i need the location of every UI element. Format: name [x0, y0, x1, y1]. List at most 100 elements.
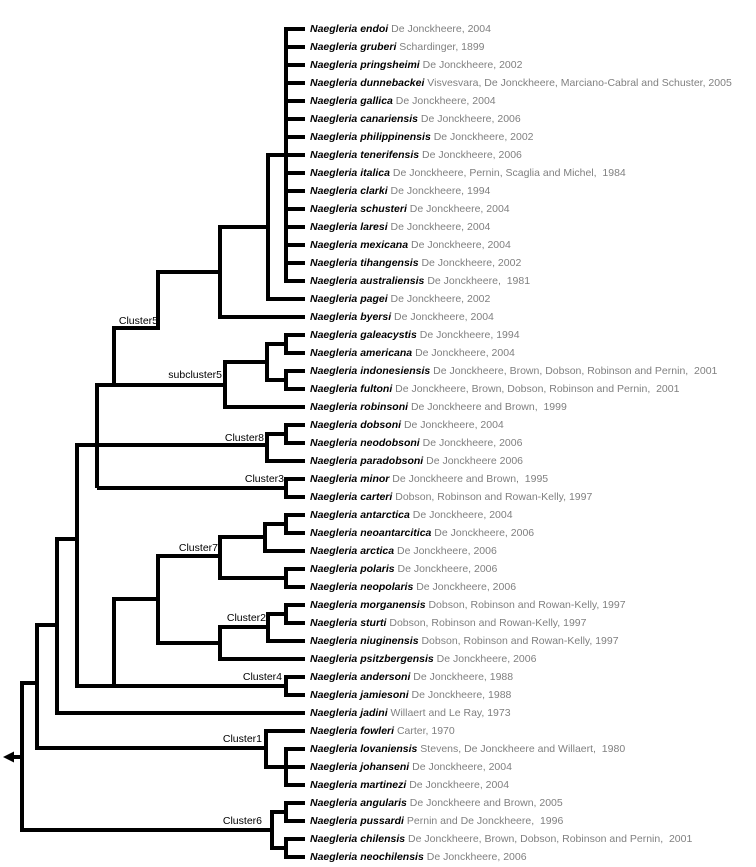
- taxon-authority: De Jonckheere, 1994: [387, 185, 491, 197]
- taxon-label: Naegleria pussardi Pernin and De Jonckhe…: [310, 814, 563, 828]
- taxon-label: Naegleria italica De Jonckheere, Pernin,…: [310, 166, 626, 180]
- taxon-label: Naegleria niuginensis Dobson, Robinson a…: [310, 634, 619, 648]
- tree-node-vertical-cluster5-upper: [156, 270, 160, 330]
- tip-branch-36: [220, 657, 305, 661]
- taxon-authority: De Jonckheere, 2002: [418, 257, 522, 269]
- taxon-species-name: Naegleria galeacystis: [310, 329, 417, 341]
- tree-branch-node-c2p: [158, 641, 222, 645]
- tip-branch-19: [286, 351, 305, 355]
- tree-branch-cluster3: [97, 486, 288, 490]
- tip-branch-6: [286, 117, 305, 121]
- taxon-authority: De Jonckheere, 2004: [387, 221, 491, 233]
- tree-branch-cluster2: [220, 625, 270, 629]
- tree-branch-node-byersi: [158, 270, 222, 274]
- cluster-label-cluster1: Cluster1: [222, 733, 262, 745]
- taxon-species-name: Naegleria mexicana: [310, 239, 409, 251]
- taxon-label: Naegleria minor De Jonckheere and Brown,…: [310, 472, 548, 486]
- taxon-label: Naegleria morganensis Dobson, Robinson a…: [310, 598, 626, 612]
- tree-branch-trifurcation-a: [77, 443, 99, 447]
- tree-branch-pair-pol-neopol: [220, 576, 288, 580]
- taxon-label: Naegleria dunnebackei Visvesvara, De Jon…: [310, 76, 732, 90]
- taxon-species-name: Naegleria martinezi: [310, 779, 407, 791]
- taxon-species-name: Naegleria tenerifensis: [310, 149, 420, 161]
- taxon-authority: Pernin and De Jonckheere, 1996: [403, 815, 564, 827]
- taxon-authority: Dobson, Robinson and Rowan-Kelly, 1997: [386, 617, 587, 629]
- taxon-label: Naegleria neochilensis De Jonckheere, 20…: [310, 850, 527, 864]
- taxon-label: Naegleria canariensis De Jonckheere, 200…: [310, 112, 521, 126]
- taxon-label: Naegleria gallica De Jonckheere, 2004: [310, 94, 496, 108]
- taxon-species-name: Naegleria neoantarcitica: [310, 527, 432, 539]
- taxon-authority: De Jonckheere, 2006: [394, 545, 497, 557]
- taxon-species-name: Naegleria laresi: [310, 221, 388, 233]
- tree-branch-node-e: [225, 360, 269, 364]
- taxon-label: Naegleria dobsoni De Jonckheere, 2004: [310, 418, 504, 432]
- tree-branch-cluster8: [97, 443, 269, 447]
- root-arrow-icon: [3, 751, 14, 763]
- tree-branch-node-vc: [37, 623, 59, 627]
- taxon-authority: De Jonckheere, 1988: [408, 689, 512, 701]
- tip-branch-41: [286, 747, 305, 751]
- tip-branch-33: [286, 603, 305, 607]
- taxon-authority: De Jonckheere, 2006: [417, 113, 521, 125]
- taxon-label: Naegleria jamiesoni De Jonckheere, 1988: [310, 688, 511, 702]
- taxon-species-name: Naegleria pagei: [310, 293, 388, 305]
- tip-branch-8: [286, 153, 305, 157]
- taxon-species-name: Naegleria angularis: [310, 797, 407, 809]
- tree-branch-node-v7: [114, 597, 160, 601]
- taxon-label: Naegleria andersoni De Jonckheere, 1988: [310, 670, 513, 684]
- taxon-species-name: Naegleria neochilensis: [310, 851, 424, 863]
- tree-branch-root: [13, 755, 24, 759]
- tip-branch-3: [286, 63, 305, 67]
- tip-branch-38: [286, 693, 305, 697]
- tip-branch-10: [286, 189, 305, 193]
- tree-branch-node-vb: [57, 537, 79, 541]
- taxon-species-name: Naegleria gruberi: [310, 41, 397, 53]
- taxon-species-name: Naegleria robinsoni: [310, 401, 409, 413]
- taxon-authority: De Jonckheere, 2006: [431, 527, 535, 539]
- tip-branch-27: [286, 495, 305, 499]
- tip-branch-34: [286, 621, 305, 625]
- tree-branch-subcluster5: [97, 383, 227, 387]
- taxon-label: Naegleria martinezi De Jonckheere, 2004: [310, 778, 509, 792]
- tip-branch-12: [286, 225, 305, 229]
- tree-branch-cluster7: [158, 554, 222, 558]
- tip-branch-25: [267, 459, 305, 463]
- taxon-species-name: Naegleria dobsoni: [310, 419, 402, 431]
- tree-node-vertical-node-ve: [35, 623, 39, 750]
- taxon-species-name: Naegleria psitzbergensis: [310, 653, 434, 665]
- taxon-authority: De Jonckheere, 2006: [413, 581, 517, 593]
- taxon-authority: De Jonckheere, 2004: [409, 761, 512, 773]
- taxon-species-name: Naegleria gallica: [310, 95, 393, 107]
- taxon-species-name: Naegleria andersoni: [310, 671, 411, 683]
- taxon-species-name: Naegleria polaris: [310, 563, 395, 575]
- tip-branch-9: [286, 171, 305, 175]
- tip-branch-45: [286, 819, 305, 823]
- taxon-authority: De Jonckheere, 2006: [419, 149, 522, 161]
- taxon-species-name: Naegleria antarctica: [310, 509, 410, 521]
- cluster-label-cluster3: Cluster3: [244, 473, 284, 485]
- tip-branch-30: [265, 549, 305, 553]
- tree-branch-pair-indo-fult: [267, 378, 288, 382]
- taxon-species-name: Naegleria lovaniensis: [310, 743, 418, 755]
- taxon-label: Naegleria indonesiensis De Jonckheere, B…: [310, 364, 717, 378]
- taxon-authority: De Jonckheere, 2004: [392, 95, 496, 107]
- taxon-label: Naegleria schusteri De Jonckheere, 2004: [310, 202, 510, 216]
- taxon-authority: Carter, 1970: [394, 725, 455, 737]
- tip-branch-1: [286, 27, 305, 31]
- tip-branch-2: [286, 45, 305, 49]
- taxon-authority: Dobson, Robinson and Rowan-Kelly, 1997: [425, 599, 626, 611]
- taxon-species-name: Naegleria niuginensis: [310, 635, 419, 647]
- tree-branch-pair-morg-sturti: [268, 612, 288, 616]
- taxon-species-name: Naegleria jadini: [310, 707, 388, 719]
- taxon-species-name: Naegleria americana: [310, 347, 413, 359]
- taxon-authority: Willaert and Le Ray, 1973: [387, 707, 511, 719]
- tip-branch-44: [286, 801, 305, 805]
- taxon-authority: De Jonckheere, 2006: [433, 653, 537, 665]
- taxon-authority: De Jonckheere, Brown, Dobson, Robinson a…: [430, 365, 718, 377]
- taxon-label: Naegleria tihangensis De Jonckheere, 200…: [310, 256, 521, 270]
- taxon-authority: De Jonckheere, 2004: [401, 419, 504, 431]
- tree-branch-cluster7-inner: [220, 535, 267, 539]
- tip-branch-16: [268, 297, 305, 301]
- taxon-authority: De Jonckheere, 2002: [419, 59, 523, 71]
